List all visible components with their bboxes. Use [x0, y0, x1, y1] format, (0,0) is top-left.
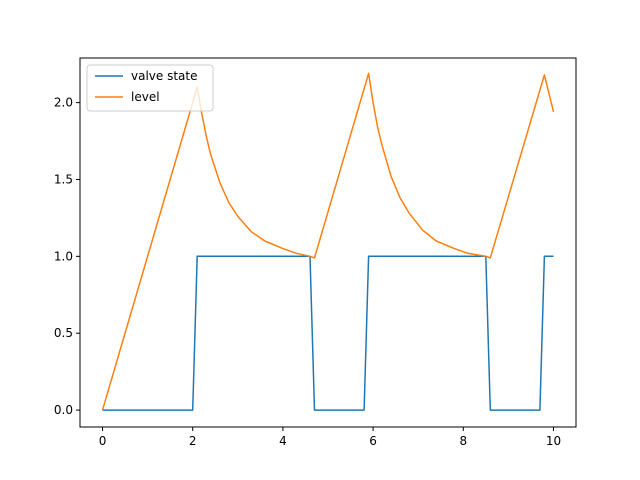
y-tick-label: 0.5 [54, 326, 73, 340]
x-axis: 0 2 4 6 8 10 [99, 427, 561, 448]
series-line-level [101, 72, 555, 411]
y-tick-label: 1.0 [54, 249, 73, 263]
x-tick-label: 2 [189, 434, 197, 448]
axes-frame [79, 57, 577, 428]
y-tick-label: 1.5 [54, 172, 73, 186]
y-axis: 0.0 0.5 1.0 1.5 2.0 [54, 96, 80, 417]
y-tick-label: 0.0 [54, 403, 73, 417]
legend-label-level: level [131, 90, 160, 104]
plot-area [80, 58, 576, 427]
x-tick-label: 4 [279, 434, 287, 448]
x-tick-label: 0 [99, 434, 107, 448]
series-line-valve-state [102, 255, 554, 411]
y-tick-label: 2.0 [54, 96, 73, 110]
series-layer [101, 72, 555, 411]
legend-label-valve-state: valve state [131, 69, 198, 83]
x-tick-label: 10 [546, 434, 561, 448]
legend: valve state level [86, 64, 214, 112]
x-tick-label: 8 [459, 434, 467, 448]
x-tick-label: 6 [369, 434, 377, 448]
